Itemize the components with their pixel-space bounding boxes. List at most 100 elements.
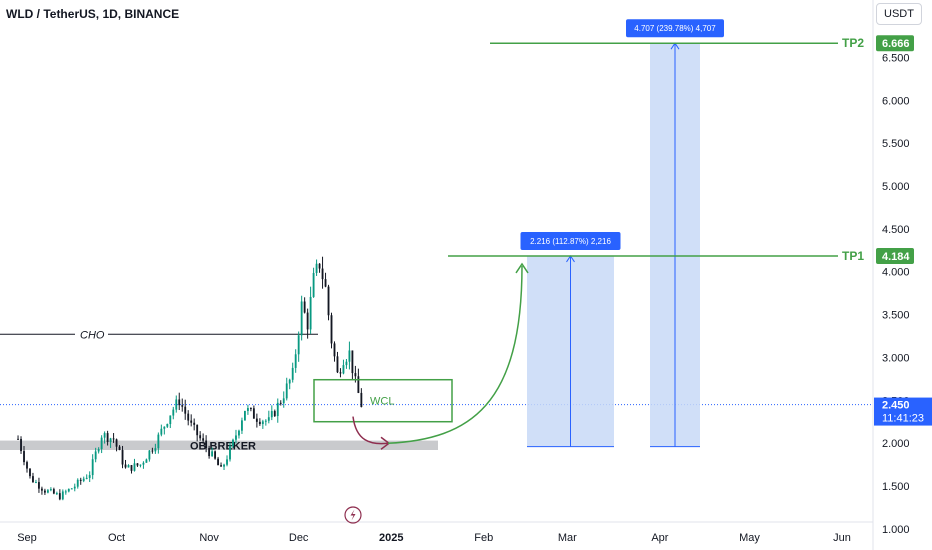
time-tick-label: Apr xyxy=(651,532,668,544)
breaker-label: OB BREKER xyxy=(190,440,256,452)
candle-body xyxy=(360,392,363,407)
target-name: TP2 xyxy=(842,36,864,50)
candle-body xyxy=(136,463,139,466)
candle-body xyxy=(46,490,49,493)
candle-body xyxy=(339,372,342,374)
candle-body xyxy=(327,286,330,316)
price-tick-label: 2.000 xyxy=(882,438,910,450)
candle-body xyxy=(76,479,79,487)
candle-body xyxy=(351,350,354,374)
candle-body xyxy=(112,438,115,440)
candle-body xyxy=(202,438,205,441)
price-tick-label: 4.500 xyxy=(882,224,910,236)
price-axis[interactable]: 1.0001.5002.0002.5003.0003.5004.0004.500… xyxy=(882,52,910,535)
candle-body xyxy=(32,476,34,483)
currency-button[interactable]: USDT xyxy=(876,3,922,25)
candle-body xyxy=(124,464,127,468)
candle-body xyxy=(49,489,52,491)
candle-body xyxy=(235,435,237,440)
candle-body xyxy=(294,354,297,368)
time-axis[interactable]: Sep Oct Nov Dec 2025 Feb Mar Apr May Jun xyxy=(17,532,851,544)
candle-body xyxy=(151,450,154,452)
candle-body xyxy=(300,301,303,336)
breaker-zone[interactable] xyxy=(0,440,438,450)
candle-body xyxy=(106,433,109,442)
candle-body xyxy=(348,350,351,362)
candle-body xyxy=(184,406,187,414)
price-tick-label: 3.500 xyxy=(882,310,910,322)
wcl-label: WCL xyxy=(370,396,394,408)
price-tick-label: 1.000 xyxy=(882,524,910,536)
candle-body xyxy=(241,420,243,431)
candle-body xyxy=(199,435,202,439)
candle-body xyxy=(169,415,172,425)
candle-body xyxy=(214,451,217,459)
time-tick-label: Jun xyxy=(833,532,851,544)
candle-body xyxy=(29,468,31,477)
candle-body xyxy=(82,478,85,481)
candle-body xyxy=(258,421,261,425)
candle-body xyxy=(67,488,70,492)
candle-body xyxy=(303,301,306,313)
projections[interactable]: 2.216 (112.87%) 2,216 4.707 (239.78%) 4,7… xyxy=(520,19,725,448)
price-tick-label: 6.500 xyxy=(882,52,910,64)
candle-body xyxy=(249,408,252,410)
candle-body xyxy=(109,438,112,442)
candle-body xyxy=(205,440,208,448)
price-tick-label: 5.500 xyxy=(882,138,910,150)
candle-body xyxy=(127,465,130,468)
candle-body xyxy=(267,417,270,421)
candle-body xyxy=(252,408,255,419)
candle-body xyxy=(103,433,106,438)
price-tick-label: 6.000 xyxy=(882,95,910,107)
candle-body xyxy=(232,439,234,446)
candle-body xyxy=(223,464,225,467)
candle-body xyxy=(23,451,25,463)
candle-body xyxy=(38,482,40,489)
candle-body xyxy=(315,263,318,273)
candles[interactable] xyxy=(17,256,363,501)
price-tick-label: 1.500 xyxy=(882,481,910,493)
candle-body xyxy=(357,376,360,393)
replay-icon[interactable] xyxy=(344,506,362,524)
candle-body xyxy=(91,459,94,476)
target-name: TP1 xyxy=(842,249,864,263)
candle-body xyxy=(70,488,73,490)
rally-arrow[interactable] xyxy=(387,265,523,445)
symbol-title[interactable]: WLD / TetherUS, 1D, BINANCE xyxy=(6,7,180,21)
candle-body xyxy=(118,446,121,451)
candle-body xyxy=(282,398,285,404)
time-tick-label: Feb xyxy=(474,532,493,544)
time-tick-label: Sep xyxy=(17,532,37,544)
projection-label-bg xyxy=(626,19,724,38)
candle-body xyxy=(139,464,142,466)
last-price-tag xyxy=(874,397,932,426)
wcl-box[interactable] xyxy=(313,378,453,423)
candle-body xyxy=(285,383,288,399)
candle-body xyxy=(333,343,336,357)
candle-body xyxy=(181,405,184,407)
candle-body xyxy=(26,462,28,469)
candle-body xyxy=(264,420,267,422)
time-tick-label: Nov xyxy=(199,532,219,544)
candle-body xyxy=(145,459,148,463)
target-value-tag xyxy=(876,247,914,264)
candle-body xyxy=(345,361,348,366)
candle-body xyxy=(154,448,157,452)
bounce-arrow[interactable] xyxy=(352,416,389,445)
price-tick-label: 5.000 xyxy=(882,181,910,193)
candle-body xyxy=(321,268,324,280)
cho-label: CHO xyxy=(80,329,105,341)
time-tick-label: Mar xyxy=(558,532,577,544)
candle-body xyxy=(312,272,315,297)
candle-body xyxy=(85,477,88,479)
target-lines[interactable]: TP2 6.666 TP1 4.184 xyxy=(448,35,914,264)
candle-body xyxy=(330,315,333,344)
candle-body xyxy=(58,493,61,500)
candle-body xyxy=(41,488,43,491)
candle-body xyxy=(100,437,103,450)
candle-body xyxy=(229,445,231,460)
candle-body xyxy=(142,462,145,465)
candle-body xyxy=(148,450,151,460)
